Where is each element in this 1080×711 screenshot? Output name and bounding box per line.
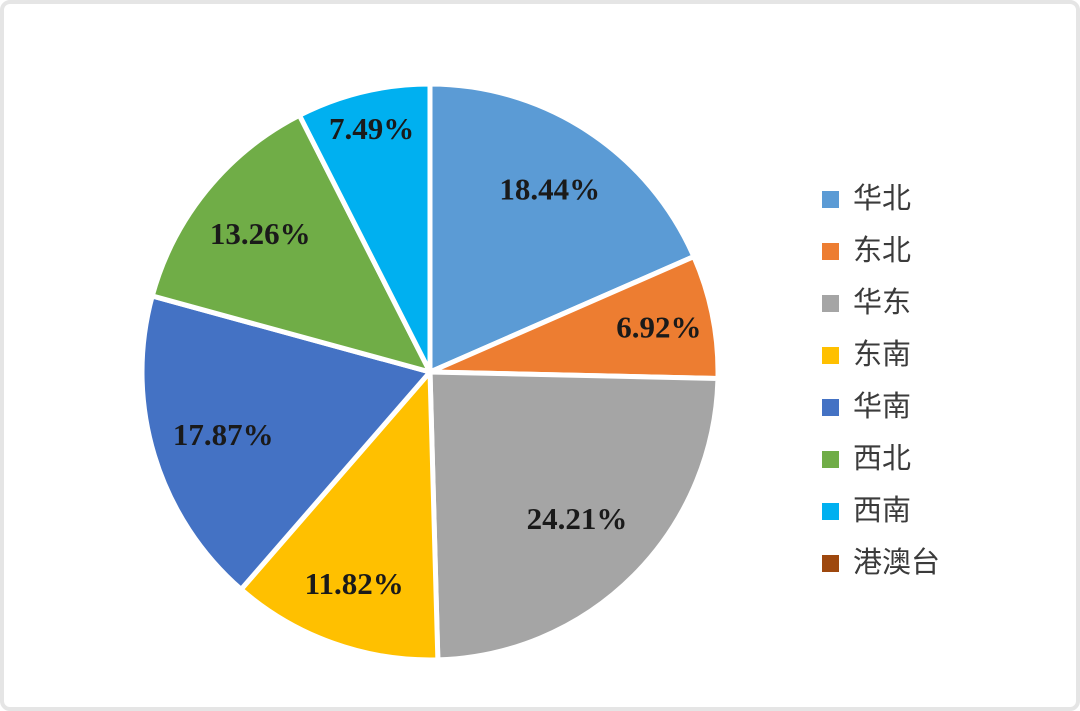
pie-slice-5 bbox=[149, 112, 433, 375]
slice-label-6: 7.49% bbox=[329, 111, 414, 146]
legend-item-3: 东南 bbox=[822, 329, 940, 381]
legend-swatch-icon bbox=[822, 554, 839, 572]
legend-swatch-icon bbox=[822, 190, 839, 208]
slice-label-3: 11.82% bbox=[305, 566, 404, 601]
legend-label: 华南 bbox=[853, 390, 912, 423]
pie-slice-0 bbox=[427, 81, 697, 375]
legend-swatch-icon bbox=[822, 398, 839, 416]
legend-item-0: 华北 bbox=[822, 173, 940, 225]
legend-label: 华东 bbox=[853, 286, 912, 319]
legend-item-1: 东北 bbox=[822, 225, 940, 277]
legend-label: 西北 bbox=[853, 442, 912, 475]
legend-swatch-icon bbox=[822, 346, 839, 364]
slice-label-1: 6.92% bbox=[616, 309, 701, 344]
legend: 华北东北华东东南华南西北西南港澳台 bbox=[822, 173, 940, 589]
pie-slice-3 bbox=[238, 369, 441, 663]
legend-swatch-icon bbox=[822, 450, 839, 468]
legend-item-6: 西南 bbox=[822, 485, 940, 537]
slice-label-4: 17.87% bbox=[173, 417, 274, 452]
legend-item-4: 华南 bbox=[822, 381, 940, 433]
legend-label: 东北 bbox=[853, 234, 912, 267]
slice-label-0: 18.44% bbox=[499, 171, 600, 206]
pie-slice-4 bbox=[139, 293, 433, 592]
pie-slice-6 bbox=[296, 81, 433, 375]
slice-label-2: 24.21% bbox=[527, 501, 628, 536]
pie-slice-2 bbox=[427, 369, 721, 663]
legend-label: 西南 bbox=[853, 494, 912, 527]
legend-swatch-icon bbox=[822, 294, 839, 312]
legend-item-5: 西北 bbox=[822, 433, 940, 485]
pie-chart: 18.44% 6.92% 24.21% 11.82% 17.87% 13.26% 7.49% bbox=[139, 81, 721, 663]
legend-item-7: 港澳台 bbox=[822, 537, 940, 589]
legend-label: 华北 bbox=[853, 182, 912, 215]
legend-swatch-icon bbox=[822, 242, 839, 260]
legend-label: 东南 bbox=[853, 338, 912, 371]
legend-swatch-icon bbox=[822, 502, 839, 520]
legend-label: 港澳台 bbox=[853, 546, 941, 579]
legend-item-2: 华东 bbox=[822, 277, 940, 329]
slice-label-5: 13.26% bbox=[210, 216, 311, 251]
